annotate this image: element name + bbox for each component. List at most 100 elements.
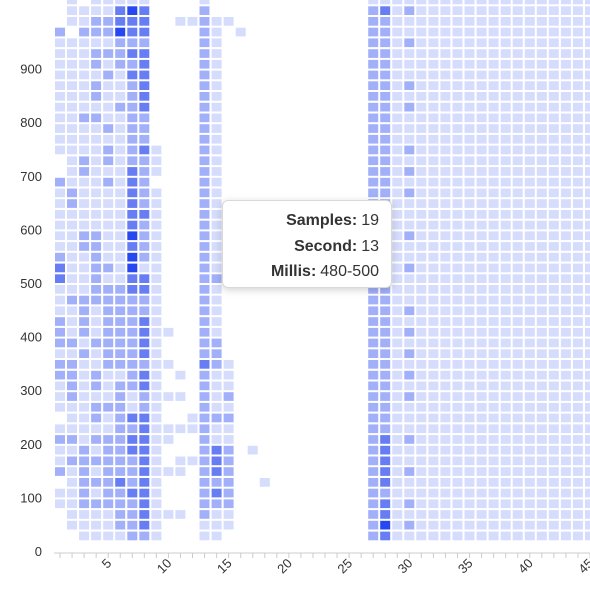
heatmap-cell[interactable] (139, 424, 150, 434)
heatmap-cell[interactable] (488, 274, 499, 283)
heatmap-cell[interactable] (91, 145, 102, 155)
heatmap-cell[interactable] (199, 17, 210, 26)
heatmap-cell[interactable] (211, 59, 222, 69)
heatmap-cell[interactable] (199, 6, 210, 15)
heatmap-cell[interactable] (115, 156, 126, 166)
heatmap-cell[interactable] (103, 231, 114, 241)
heatmap-cell[interactable] (464, 435, 475, 444)
heatmap-cell[interactable] (476, 467, 487, 476)
heatmap-cell[interactable] (512, 188, 523, 198)
heatmap-cell[interactable] (103, 327, 114, 337)
heatmap-cell[interactable] (452, 134, 463, 144)
heatmap-cell[interactable] (512, 306, 523, 316)
heatmap-cell[interactable] (464, 210, 475, 219)
heatmap-cell[interactable] (464, 306, 475, 316)
heatmap-cell[interactable] (368, 38, 379, 48)
heatmap-cell[interactable] (187, 424, 198, 434)
heatmap-cell[interactable] (139, 349, 150, 358)
heatmap-cell[interactable] (524, 38, 535, 48)
heatmap-cell[interactable] (452, 17, 463, 26)
heatmap-cell[interactable] (115, 499, 126, 509)
heatmap-cell[interactable] (115, 520, 126, 530)
heatmap-cell[interactable] (512, 488, 523, 498)
heatmap-cell[interactable] (585, 295, 590, 305)
heatmap-cell[interactable] (67, 478, 77, 487)
heatmap-cell[interactable] (585, 317, 590, 326)
heatmap-cell[interactable] (440, 467, 451, 476)
heatmap-cell[interactable] (428, 134, 439, 144)
heatmap-cell[interactable] (115, 510, 126, 519)
heatmap-cell[interactable] (464, 188, 475, 198)
heatmap-cell[interactable] (548, 6, 559, 15)
heatmap-cell[interactable] (392, 102, 403, 112)
heatmap-cell[interactable] (476, 199, 487, 208)
heatmap-cell[interactable] (585, 424, 590, 434)
heatmap-cell[interactable] (512, 381, 523, 391)
heatmap-cell[interactable] (392, 327, 403, 337)
heatmap-cell[interactable] (211, 177, 222, 187)
heatmap-cell[interactable] (91, 531, 102, 541)
heatmap-cell[interactable] (452, 435, 463, 444)
heatmap-cell[interactable] (79, 167, 90, 176)
heatmap-cell[interactable] (488, 145, 499, 155)
heatmap-cell[interactable] (67, 370, 77, 380)
heatmap-cell[interactable] (572, 156, 583, 166)
heatmap-cell[interactable] (488, 242, 499, 251)
heatmap-cell[interactable] (464, 27, 475, 37)
heatmap-cell[interactable] (199, 392, 210, 401)
heatmap-cell[interactable] (440, 370, 451, 380)
heatmap-cell[interactable] (428, 231, 439, 241)
heatmap-cell[interactable] (103, 531, 114, 541)
heatmap-cell[interactable] (548, 0, 559, 5)
heatmap-cell[interactable] (223, 478, 234, 487)
heatmap-cell[interactable] (536, 252, 547, 262)
heatmap-cell[interactable] (55, 92, 65, 101)
heatmap-cell[interactable] (223, 445, 234, 455)
heatmap-cell[interactable] (151, 381, 162, 391)
heatmap-cell[interactable] (380, 392, 391, 401)
heatmap-cell[interactable] (55, 145, 65, 155)
heatmap-cell[interactable] (115, 317, 126, 326)
heatmap-cell[interactable] (199, 317, 210, 326)
heatmap-cell[interactable] (79, 478, 90, 487)
heatmap-cell[interactable] (223, 424, 234, 434)
heatmap-cell[interactable] (380, 488, 391, 498)
heatmap-cell[interactable] (548, 370, 559, 380)
heatmap-cell[interactable] (488, 285, 499, 294)
heatmap-cell[interactable] (440, 274, 451, 283)
heatmap-cell[interactable] (524, 81, 535, 90)
heatmap-cell[interactable] (91, 392, 102, 401)
heatmap-cell[interactable] (127, 370, 138, 380)
heatmap-cell[interactable] (572, 327, 583, 337)
heatmap-cell[interactable] (139, 92, 150, 101)
heatmap-cell[interactable] (79, 285, 90, 294)
heatmap-cell[interactable] (404, 92, 415, 101)
heatmap-cell[interactable] (67, 17, 77, 26)
heatmap-cell[interactable] (127, 124, 138, 133)
heatmap-cell[interactable] (524, 6, 535, 15)
heatmap-cell[interactable] (91, 510, 102, 519)
heatmap-cell[interactable] (452, 456, 463, 466)
heatmap-cell[interactable] (139, 167, 150, 176)
heatmap-cell[interactable] (151, 531, 162, 541)
heatmap-cell[interactable] (115, 6, 126, 15)
heatmap-cell[interactable] (392, 499, 403, 509)
heatmap-cell[interactable] (55, 188, 65, 198)
heatmap-cell[interactable] (392, 70, 403, 80)
heatmap-cell[interactable] (572, 231, 583, 241)
heatmap-cell[interactable] (199, 510, 210, 519)
heatmap-cell[interactable] (585, 306, 590, 316)
heatmap-cell[interactable] (452, 102, 463, 112)
heatmap-cell[interactable] (512, 156, 523, 166)
heatmap-cell[interactable] (380, 520, 391, 530)
heatmap-cell[interactable] (151, 478, 162, 487)
heatmap-cell[interactable] (91, 38, 102, 48)
heatmap-cell[interactable] (440, 381, 451, 391)
heatmap-cell[interactable] (199, 242, 210, 251)
heatmap-cell[interactable] (127, 349, 138, 358)
heatmap-cell[interactable] (512, 263, 523, 273)
heatmap-cell[interactable] (512, 435, 523, 444)
heatmap-cell[interactable] (512, 327, 523, 337)
heatmap-cell[interactable] (139, 370, 150, 380)
heatmap-cell[interactable] (67, 38, 77, 48)
